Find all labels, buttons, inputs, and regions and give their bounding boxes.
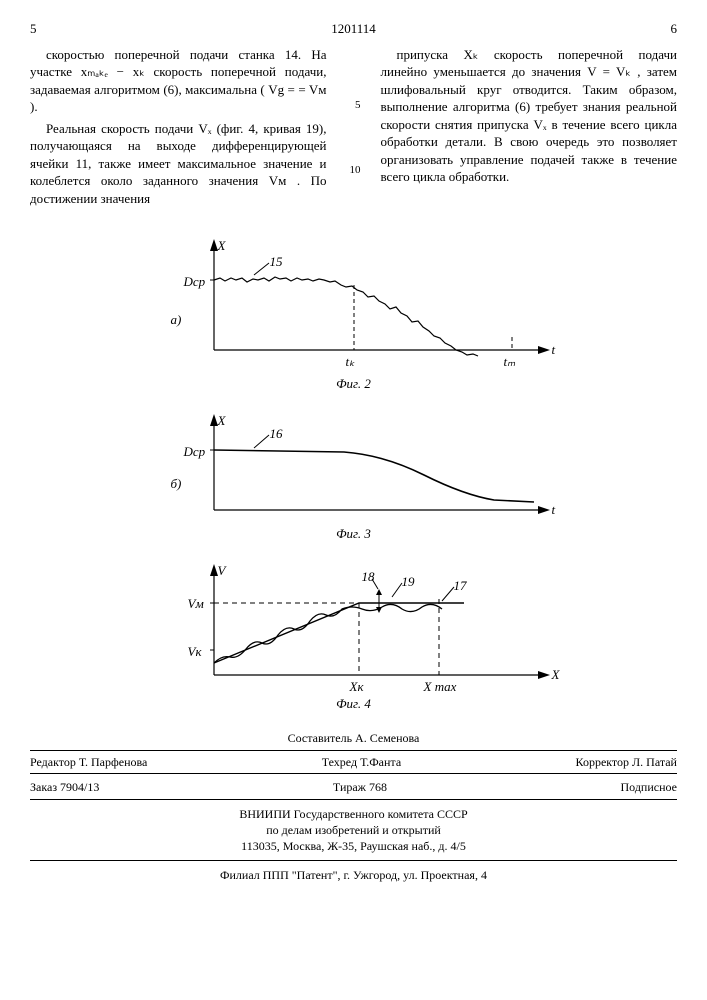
fig4-label-19: 19 — [402, 573, 415, 591]
line-number-5: 5 — [347, 98, 361, 113]
left-column: скоростью поперечной подачи станка 14. Н… — [30, 46, 327, 208]
editor: Редактор Т. Парфенова — [30, 754, 147, 770]
page-header: 5 1201114 6 — [30, 20, 677, 38]
figures-block: X t Dср a) 15 tₖ tₘ Фиг. 2 X t Dср б) 16… — [30, 225, 677, 712]
fig4-label-17: 17 — [454, 577, 467, 595]
fig4-caption: Фиг. 4 — [134, 695, 574, 713]
fig2-y-axis-label: X — [218, 237, 226, 255]
footer-org: ВНИИПИ Государственного комитета СССР по… — [30, 806, 677, 855]
text-columns: скоростью поперечной подачи станка 14. Н… — [30, 46, 677, 208]
left-p1: скоростью поперечной подачи станка 14. Н… — [30, 46, 327, 116]
fig2-y-tick-dcp: Dср — [184, 273, 206, 291]
credits-row: Редактор Т. Парфенова Техред Т.Фанта Кор… — [30, 750, 677, 774]
left-p2: Реальная скорость подачи Vₓ (фиг. 4, кри… — [30, 120, 327, 208]
figure-2: X t Dср a) 15 tₖ tₘ Фиг. 2 — [134, 225, 574, 393]
fig4-tick-vm: Vм — [188, 595, 204, 613]
fig2-tick-tk: tₖ — [346, 353, 355, 371]
fig4-tick-vk: Vк — [188, 643, 202, 661]
fig2-x-axis-label: t — [552, 341, 556, 359]
figure-4: V X Vм Vк Xк X max 17 18 19 Фиг. 4 — [134, 555, 574, 713]
credits-block: Составитель А. Семенова Редактор Т. Парф… — [30, 730, 677, 883]
figure-3-svg — [134, 405, 574, 525]
fig2-curve-label: 15 — [270, 253, 283, 271]
fig3-caption: Фиг. 3 — [134, 525, 574, 543]
fig4-y-axis-label: V — [218, 562, 226, 580]
composer-line: Составитель А. Семенова — [30, 730, 677, 746]
fig3-y-axis-label: X — [218, 412, 226, 430]
fig4-tick-xk: Xк — [350, 678, 364, 696]
org-line-1: ВНИИПИ Государственного комитета СССР — [30, 806, 677, 822]
tiraj: Тираж 768 — [333, 779, 387, 795]
corrector: Корректор Л. Патай — [576, 754, 677, 770]
fig2-side-label: a) — [171, 311, 182, 329]
order-row: Заказ 7904/13 Тираж 768 Подписное — [30, 776, 677, 799]
document-number: 1201114 — [37, 20, 671, 38]
fig2-tick-tm: tₘ — [504, 353, 516, 371]
right-p1: припуска Xₖ скорость поперечной подачи л… — [381, 46, 678, 186]
line-number-10: 10 — [347, 163, 361, 178]
fig3-side-label: б) — [171, 475, 182, 493]
figure-4-svg — [134, 555, 574, 695]
techred: Техред Т.Фанта — [322, 754, 401, 770]
page-number-right: 6 — [671, 20, 678, 38]
order-number: Заказ 7904/13 — [30, 779, 99, 795]
fig4-label-18: 18 — [362, 568, 375, 586]
fig3-y-tick-dcp: Dср — [184, 443, 206, 461]
footer-divider — [30, 860, 677, 861]
subscription: Подписное — [621, 779, 678, 795]
fig4-tick-xmax: X max — [424, 678, 457, 696]
org-address: 113035, Москва, Ж-35, Раушская наб., д. … — [30, 838, 677, 854]
filial-line: Филиал ППП "Патент", г. Ужгород, ул. Про… — [30, 867, 677, 883]
figure-3: X t Dср б) 16 Фиг. 3 — [134, 405, 574, 543]
fig3-curve-label: 16 — [270, 425, 283, 443]
fig4-x-axis-label: X — [552, 666, 560, 684]
fig3-x-axis-label: t — [552, 501, 556, 519]
org-line-2: по делам изобретений и открытий — [30, 822, 677, 838]
right-column: припуска Xₖ скорость поперечной подачи л… — [381, 46, 678, 208]
margin-line-numbers: 5 10 — [347, 46, 361, 208]
fig2-caption: Фиг. 2 — [134, 375, 574, 393]
